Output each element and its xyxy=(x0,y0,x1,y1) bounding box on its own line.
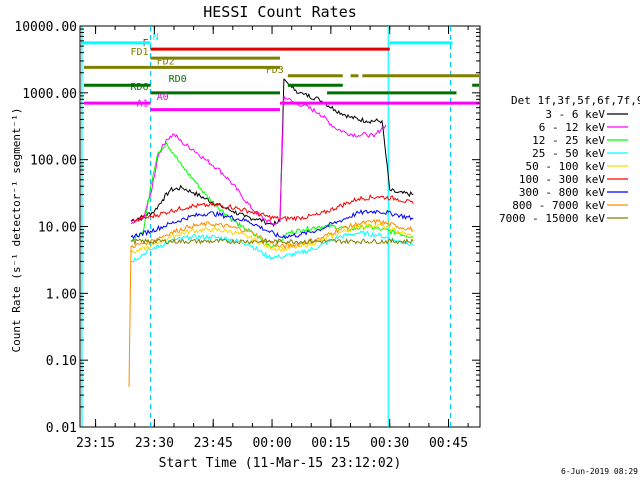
series-lines xyxy=(128,78,414,387)
legend-label-2: 12 - 25 keV xyxy=(532,134,605,147)
segment-label-N: N xyxy=(153,32,159,43)
segment-label-RD6: RD6 xyxy=(131,82,149,93)
y-tick-label: 0.01 xyxy=(46,421,77,436)
y-tick-label: 1000.00 xyxy=(22,87,77,102)
x-tick-label: 00:00 xyxy=(252,436,291,451)
y-tick-label: 10.00 xyxy=(38,221,77,236)
x-tick-label: 23:15 xyxy=(76,436,115,451)
legend-label-4: 50 - 100 keV xyxy=(526,160,606,173)
segment-label-FD2: FD2 xyxy=(157,56,175,67)
legend-label-6: 300 - 800 keV xyxy=(519,186,605,199)
segment-label-FD3: FD3 xyxy=(266,65,284,76)
segment-label-A0: A0 xyxy=(157,92,169,103)
x-tick-label: 00:30 xyxy=(370,436,409,451)
segment-label-RD0: RD0 xyxy=(169,74,187,85)
x-tick-label: 23:30 xyxy=(135,436,174,451)
date-stamp: 6-Jun-2019 08:29 xyxy=(561,467,638,476)
legend-label-1: 6 - 12 keV xyxy=(539,121,606,134)
chart-title: HESSI Count Rates xyxy=(203,3,357,21)
legend-label-0: 3 - 6 keV xyxy=(545,108,605,121)
x-tick-label: 23:45 xyxy=(194,436,233,451)
series-line-4 xyxy=(130,222,414,254)
x-tick-label: 00:45 xyxy=(429,436,468,451)
series-line-7 xyxy=(128,218,414,387)
legend-label-3: 25 - 50 keV xyxy=(532,147,605,160)
attenuator-segments: FFD1FD2FD3RD0RD6A0A1N xyxy=(81,32,479,112)
series-line-5 xyxy=(130,194,414,223)
axes: 0.01 0.10 1.00 10.00 100.00 1000.00 10000.00 23… xyxy=(14,20,480,451)
series-line-8 xyxy=(130,237,414,246)
series-line-0 xyxy=(130,78,414,227)
y-tick-label: 100.00 xyxy=(30,154,77,169)
y-tick-label: 10000.00 xyxy=(14,20,77,35)
x-tick-label: 00:15 xyxy=(311,436,350,451)
series-line-6 xyxy=(130,209,414,240)
series-line-2 xyxy=(130,141,414,249)
legend-label-5: 100 - 300 keV xyxy=(519,173,605,186)
x-axis-label: Start Time (11-Mar-15 23:12:02) xyxy=(159,456,402,471)
segment-label-A1: A1 xyxy=(137,99,149,110)
legend-label-7: 800 - 7000 keV xyxy=(512,199,605,212)
y-axis-label: Count Rate (s⁻¹ detector⁻¹ segment⁻¹) xyxy=(10,107,23,352)
y-tick-label: 0.10 xyxy=(46,354,77,369)
series-line-3 xyxy=(131,230,414,263)
legend-label-8: 7000 - 15000 keV xyxy=(499,212,605,225)
y-tick-label: 1.00 xyxy=(46,287,77,302)
legend-title: Det 1f,3f,5f,6f,7f,9f xyxy=(511,94,640,107)
segment-label-FD1: FD1 xyxy=(131,47,149,58)
